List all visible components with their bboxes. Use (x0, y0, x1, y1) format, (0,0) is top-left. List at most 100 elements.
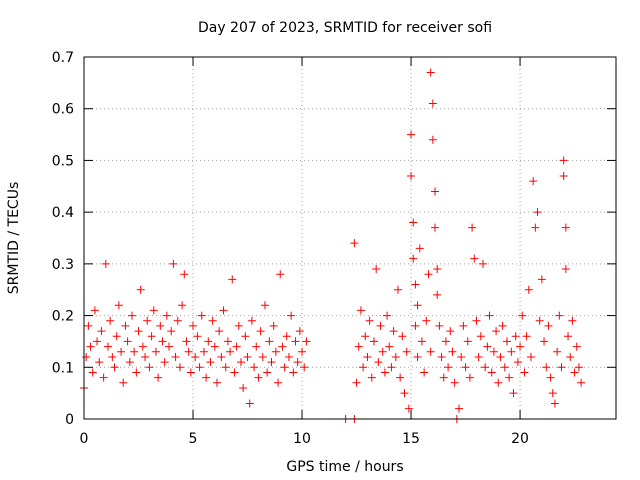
data-point (280, 363, 289, 372)
data-point (138, 342, 147, 351)
data-point (271, 347, 280, 356)
data-point (505, 373, 514, 382)
data-point (112, 332, 121, 341)
x-tick-label: 15 (402, 431, 420, 447)
data-point (537, 275, 546, 284)
data-point (363, 352, 372, 361)
x-tick-label: 0 (80, 431, 89, 447)
data-point (189, 321, 198, 330)
y-tick-label: 0.2 (52, 309, 74, 325)
data-point (470, 254, 479, 263)
data-point (498, 321, 507, 330)
data-point (378, 347, 387, 356)
data-point (117, 347, 126, 356)
chart-title: Day 207 of 2023, SRMTID for receiver sof… (198, 20, 492, 36)
y-tick-label: 0 (65, 412, 74, 428)
data-point (147, 332, 156, 341)
data-point (433, 265, 442, 274)
data-point (376, 321, 385, 330)
y-tick-label: 0.5 (52, 153, 74, 169)
data-point (417, 337, 426, 346)
data-point (461, 363, 470, 372)
data-point (481, 363, 490, 372)
data-point (182, 337, 191, 346)
data-point (162, 311, 171, 320)
y-tick-label: 0.3 (52, 257, 74, 273)
data-point (409, 218, 418, 227)
data-point (492, 327, 501, 336)
data-point (516, 342, 525, 351)
data-point (374, 358, 383, 367)
data-point (400, 389, 409, 398)
data-point (267, 358, 276, 367)
data-point (433, 290, 442, 299)
data-point (402, 347, 411, 356)
data-point (193, 332, 202, 341)
data-point (385, 342, 394, 351)
data-point (145, 363, 154, 372)
data-point (561, 265, 570, 274)
data-point (546, 373, 555, 382)
data-point (468, 223, 477, 232)
data-point (143, 316, 152, 325)
data-point (570, 368, 579, 377)
data-point (302, 337, 311, 346)
data-point (103, 342, 112, 351)
data-point (398, 332, 407, 341)
data-point (380, 368, 389, 377)
data-point (254, 373, 263, 382)
data-point (90, 306, 99, 315)
data-point (119, 378, 128, 387)
data-point (441, 337, 450, 346)
data-point (465, 373, 474, 382)
x-tick-label: 10 (293, 431, 311, 447)
data-point (457, 352, 466, 361)
data-point (354, 342, 363, 351)
data-point (439, 373, 448, 382)
data-point (287, 311, 296, 320)
data-point (106, 316, 115, 325)
data-point (191, 352, 200, 361)
data-point (291, 337, 300, 346)
data-point (411, 321, 420, 330)
data-point (226, 347, 235, 356)
data-point (489, 347, 498, 356)
data-point (206, 358, 215, 367)
data-point (197, 311, 206, 320)
data-point (132, 368, 141, 377)
data-point (93, 337, 102, 346)
data-point (361, 332, 370, 341)
y-tick-label: 0.6 (52, 102, 74, 118)
data-point (387, 363, 396, 372)
data-point (448, 347, 457, 356)
data-point (278, 342, 287, 351)
data-point (184, 347, 193, 356)
data-point (258, 352, 267, 361)
data-point (463, 337, 472, 346)
data-point (97, 327, 106, 336)
data-point (156, 321, 165, 330)
data-point (215, 327, 224, 336)
data-point (424, 270, 433, 279)
data-point (566, 352, 575, 361)
data-point (127, 311, 136, 320)
data-point (158, 337, 167, 346)
data-point (169, 259, 178, 268)
data-point (507, 347, 516, 356)
data-point (391, 352, 400, 361)
data-point (446, 327, 455, 336)
data-point (485, 311, 494, 320)
data-point (154, 373, 163, 382)
data-point (84, 321, 93, 330)
data-point (219, 306, 228, 315)
data-point (559, 156, 568, 165)
data-point (276, 270, 285, 279)
data-point (160, 358, 169, 367)
data-point (202, 373, 211, 382)
data-point (99, 373, 108, 382)
data-point (263, 368, 272, 377)
data-point (123, 337, 132, 346)
data-point (350, 239, 359, 248)
data-point (167, 327, 176, 336)
data-point (389, 327, 398, 336)
